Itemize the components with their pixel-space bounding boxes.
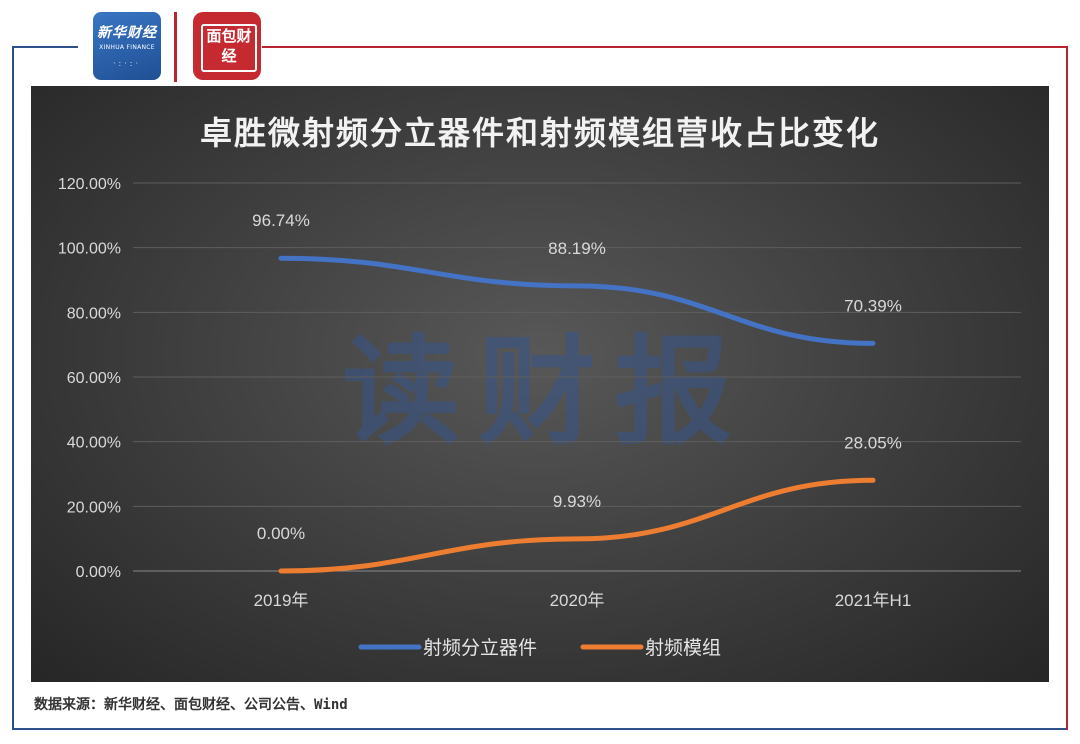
data-point [575,283,579,288]
frame-line-red-top [262,46,1068,48]
legend-label-1: 射频分立器件 [423,637,537,659]
data-source-note: 数据来源：新华财经、面包财经、公司公告、Wind [34,697,348,713]
data-point [575,536,579,541]
data-point [871,341,875,346]
chart-panel: 卓胜微射频分立器件和射频模组营收占比变化 读财报 0.00% 20.00% 40.0… [31,86,1049,682]
data-label: 0.00% [257,524,305,543]
line-chart: 0.00% 20.00% 40.00% 60.00% 80.00% 100.00% 120.… [58,176,1021,659]
data-point [279,569,283,573]
data-label: 28.05% [844,433,902,452]
logo-divider [174,12,177,82]
y-tick-label: 0.00% [76,564,121,581]
y-tick-label: 80.00% [67,305,121,322]
series-line-1 [278,255,876,346]
mianbao-logo-text: 面包财经 [201,24,257,72]
xinhua-logo-en: XINHUA FINANCE [99,44,155,51]
legend-label-2: 射频模组 [645,637,721,659]
data-label: 9.93% [553,492,601,511]
y-tick-label: 100.00% [58,241,121,258]
x-tick-label: 2020年 [550,591,605,610]
data-label: 96.74% [252,211,310,230]
data-point [871,478,875,483]
frame-line-blue-bottom [12,728,1066,730]
chart-title: 卓胜微射频分立器件和射频模组营收占比变化 [199,114,880,152]
watermark: 读财报 [341,322,750,461]
data-label: 70.39% [844,296,902,315]
y-tick-label: 40.00% [67,435,121,452]
y-tick-label: 60.00% [67,370,121,387]
y-tick-label: 20.00% [67,499,121,516]
xinhua-logo-dots: ·:·:· [112,59,142,68]
frame-line-red-right [1066,46,1068,730]
frame-line-blue-top [12,46,78,48]
data-point [279,256,283,261]
frame-line-blue-left [12,46,14,730]
data-label: 88.19% [548,239,606,258]
y-tick-label: 120.00% [58,176,121,193]
x-tick-label: 2019年 [254,591,309,610]
xinhua-finance-logo: 新华财经 XINHUA FINANCE ·:·:· [93,12,161,80]
x-tick-label: 2021年H1 [835,591,912,610]
xinhua-logo-cn: 新华财经 [97,25,157,41]
mianbao-finance-logo: 面包财经 [193,12,261,80]
